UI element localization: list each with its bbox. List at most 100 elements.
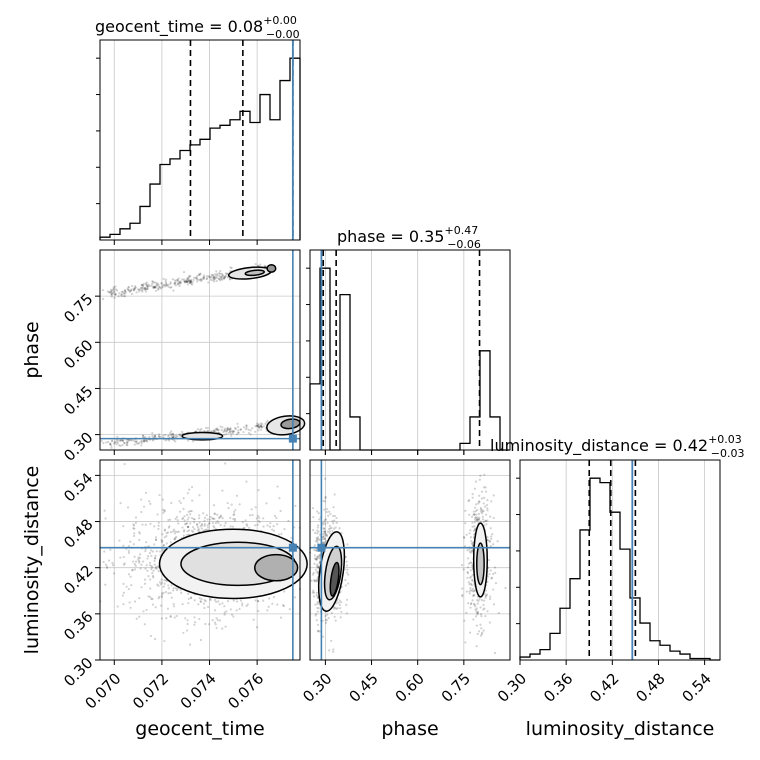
scatter-point [245,523,248,526]
scatter-point [128,439,131,442]
scatter-point [254,524,257,527]
scatter-point [213,621,217,624]
scatter-point [167,285,170,289]
scatter-point [314,540,317,543]
scatter-point [138,441,141,444]
scatter-point [141,434,145,437]
scatter-point [169,282,172,285]
scatter-point [483,496,486,500]
scatter-point [122,544,125,547]
scatter-point [153,434,157,437]
scatter-point [188,281,191,285]
scatter-point [316,510,319,513]
scatter-point [145,281,148,284]
scatter-point [468,583,471,586]
scatter-point [185,280,189,284]
scatter-point [155,283,158,287]
scatter-point [484,589,487,592]
scatter-point [133,443,136,446]
scatter-point [265,502,268,505]
scatter-point [218,517,221,520]
scatter-point [241,521,244,524]
scatter-point [130,584,133,587]
scatter-point [170,433,173,436]
scatter-point [223,428,226,432]
scatter-point [222,277,225,280]
scatter-point [119,444,122,447]
scatter-point [170,584,173,587]
scatter-point [211,619,214,622]
scatter-point [316,602,319,605]
scatter-point [497,611,500,615]
scatter-point [182,270,186,274]
scatter-point [113,440,116,443]
panel-frame [99,39,301,241]
scatter-point [139,567,142,570]
scatter-point [223,275,226,278]
histogram-luminosity_distance [519,477,720,661]
scatter-point [477,630,481,633]
scatter-point [210,273,213,276]
scatter-point [247,431,251,435]
scatter-point [314,568,317,571]
scatter-point [479,606,482,609]
scatter-point [151,434,154,438]
scatter-point [151,550,155,553]
scatter-point [462,568,465,571]
panel-frame [309,459,511,661]
scatter-point [196,280,199,283]
scatter-point [173,538,176,541]
scatter-point [255,517,258,520]
scatter-point [185,278,188,281]
scatter-point [114,293,117,296]
scatter-point [260,428,263,431]
scatter-point [482,520,486,524]
scatter-point [228,428,232,431]
scatter-point [233,513,236,516]
scatter-point [214,428,217,431]
scatter-point [232,510,236,514]
scatter-point [188,488,191,491]
scatter-point [129,606,132,609]
scatter-point [487,558,491,562]
scatter-point [333,527,336,530]
scatter-point [470,584,473,587]
scatter-point [162,544,165,547]
scatter-point [138,288,141,291]
scatter-point [161,539,164,543]
scatter-point [196,529,200,532]
scatter-point [181,603,184,606]
scatter-point [314,558,317,561]
scatter-point [189,279,192,283]
scatter-point [167,283,170,286]
scatter-point [486,610,489,613]
scatter-point [211,522,214,525]
scatter-point [141,440,144,443]
scatter-point [183,280,186,283]
scatter-point [346,568,349,571]
scatter-point [474,518,477,521]
scatter-point [239,428,242,431]
scatter-point [482,502,485,505]
scatter-point [192,530,195,533]
scatter-point [237,431,240,434]
scatter-point [109,442,112,446]
scatter-point [218,603,221,606]
scatter-point [318,538,321,542]
scatter-point [185,522,189,525]
scatter-point [315,580,319,583]
scatter-point [466,566,470,569]
title-luminosity-distance: luminosity_distance = 0.42+0.03 −0.03 [490,433,745,460]
scatter-point [471,599,474,602]
x-tick-label: 0.076 [224,670,267,713]
scatter-point [186,622,189,626]
scatter-point [161,498,164,501]
scatter-point [146,557,149,560]
scatter-point [264,422,267,425]
scatter-point [175,614,178,618]
scatter-point [123,289,127,293]
scatter-point [205,277,208,281]
scatter-point [111,292,114,295]
scatter-point [227,431,230,435]
x-tick-label: 0.072 [129,670,172,713]
